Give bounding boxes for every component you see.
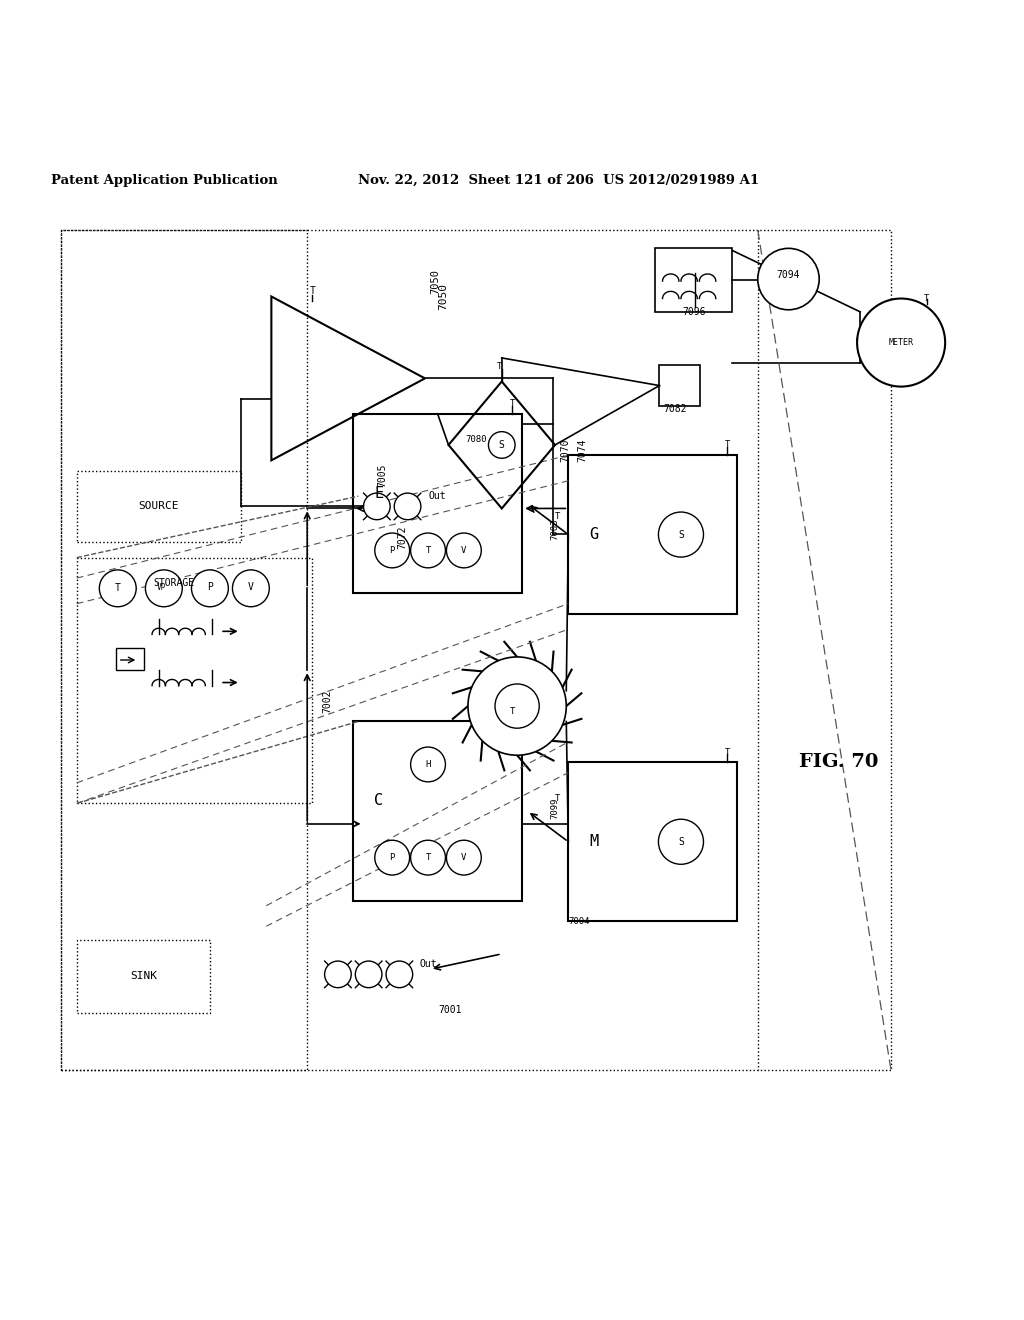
Circle shape bbox=[325, 961, 351, 987]
Text: T: T bbox=[509, 400, 515, 408]
Text: FIG. 70: FIG. 70 bbox=[799, 754, 879, 771]
Circle shape bbox=[411, 533, 445, 568]
Circle shape bbox=[386, 961, 413, 987]
Text: V: V bbox=[461, 546, 467, 554]
Circle shape bbox=[145, 570, 182, 607]
Text: T: T bbox=[497, 362, 503, 371]
Text: 7002: 7002 bbox=[323, 689, 333, 713]
Text: 7050: 7050 bbox=[430, 268, 440, 293]
Circle shape bbox=[857, 298, 945, 387]
Text: G: G bbox=[590, 527, 598, 543]
Text: METER: METER bbox=[889, 338, 913, 347]
Text: E: E bbox=[375, 486, 383, 502]
Text: H: H bbox=[425, 760, 431, 770]
Bar bbox=[77, 940, 210, 1014]
Bar bbox=[659, 366, 700, 407]
Circle shape bbox=[411, 841, 445, 875]
Text: T: T bbox=[309, 286, 315, 297]
Circle shape bbox=[658, 820, 703, 865]
Text: T: T bbox=[554, 793, 560, 803]
Text: T: T bbox=[509, 706, 515, 715]
Text: T: T bbox=[724, 441, 730, 449]
Text: T: T bbox=[724, 747, 730, 756]
Circle shape bbox=[411, 747, 445, 781]
Circle shape bbox=[446, 841, 481, 875]
Circle shape bbox=[375, 841, 410, 875]
Text: 7072: 7072 bbox=[397, 525, 408, 549]
Text: 7070: 7070 bbox=[560, 438, 570, 462]
Text: 7050: 7050 bbox=[438, 282, 449, 310]
Text: Patent Application Publication: Patent Application Publication bbox=[51, 174, 278, 186]
Text: 7001: 7001 bbox=[439, 1006, 462, 1015]
Text: Out: Out bbox=[420, 960, 437, 969]
Circle shape bbox=[364, 494, 390, 520]
Circle shape bbox=[446, 533, 481, 568]
Text: 7005: 7005 bbox=[377, 463, 387, 487]
Circle shape bbox=[658, 512, 703, 557]
Text: 7074: 7074 bbox=[578, 438, 588, 462]
Bar bbox=[568, 763, 737, 921]
Bar bbox=[655, 248, 732, 312]
Text: P: P bbox=[389, 546, 395, 554]
Circle shape bbox=[375, 533, 410, 568]
Text: T: T bbox=[115, 583, 121, 593]
Bar bbox=[353, 722, 522, 900]
Circle shape bbox=[232, 570, 269, 607]
Bar bbox=[77, 470, 241, 543]
Circle shape bbox=[394, 494, 421, 520]
Text: 7082: 7082 bbox=[664, 404, 687, 414]
Text: SINK: SINK bbox=[130, 972, 157, 981]
Text: VP: VP bbox=[157, 583, 167, 591]
Text: Out: Out bbox=[428, 491, 445, 502]
Text: S: S bbox=[678, 837, 684, 846]
Text: Nov. 22, 2012  Sheet 121 of 206  US 2012/0291989 A1: Nov. 22, 2012 Sheet 121 of 206 US 2012/0… bbox=[358, 174, 760, 186]
Circle shape bbox=[355, 961, 382, 987]
Text: P: P bbox=[389, 853, 395, 862]
Text: 7003: 7003 bbox=[551, 519, 559, 540]
Text: T: T bbox=[924, 294, 930, 304]
Circle shape bbox=[99, 570, 136, 607]
Text: S: S bbox=[678, 529, 684, 540]
Text: STORAGE: STORAGE bbox=[154, 578, 195, 589]
Circle shape bbox=[495, 684, 540, 729]
Circle shape bbox=[468, 657, 566, 755]
Text: T: T bbox=[425, 546, 431, 554]
Circle shape bbox=[488, 432, 515, 458]
Text: 7099: 7099 bbox=[551, 797, 559, 820]
Text: T: T bbox=[554, 512, 560, 521]
Text: S: S bbox=[499, 440, 505, 450]
Text: P: P bbox=[207, 582, 213, 593]
Text: T: T bbox=[425, 853, 431, 862]
Bar bbox=[353, 414, 522, 594]
Circle shape bbox=[758, 248, 819, 310]
Circle shape bbox=[191, 570, 228, 607]
Bar bbox=[568, 455, 737, 614]
Bar bbox=[116, 648, 144, 671]
Bar bbox=[77, 557, 312, 804]
Text: SOURCE: SOURCE bbox=[138, 502, 179, 511]
Text: 7080: 7080 bbox=[466, 436, 486, 445]
Text: C: C bbox=[375, 793, 383, 808]
Text: M: M bbox=[590, 834, 598, 849]
Text: 7004: 7004 bbox=[568, 916, 590, 925]
Text: 7094: 7094 bbox=[777, 271, 800, 280]
Text: V: V bbox=[461, 853, 467, 862]
Text: 7096: 7096 bbox=[683, 306, 706, 317]
Text: V: V bbox=[248, 582, 254, 593]
